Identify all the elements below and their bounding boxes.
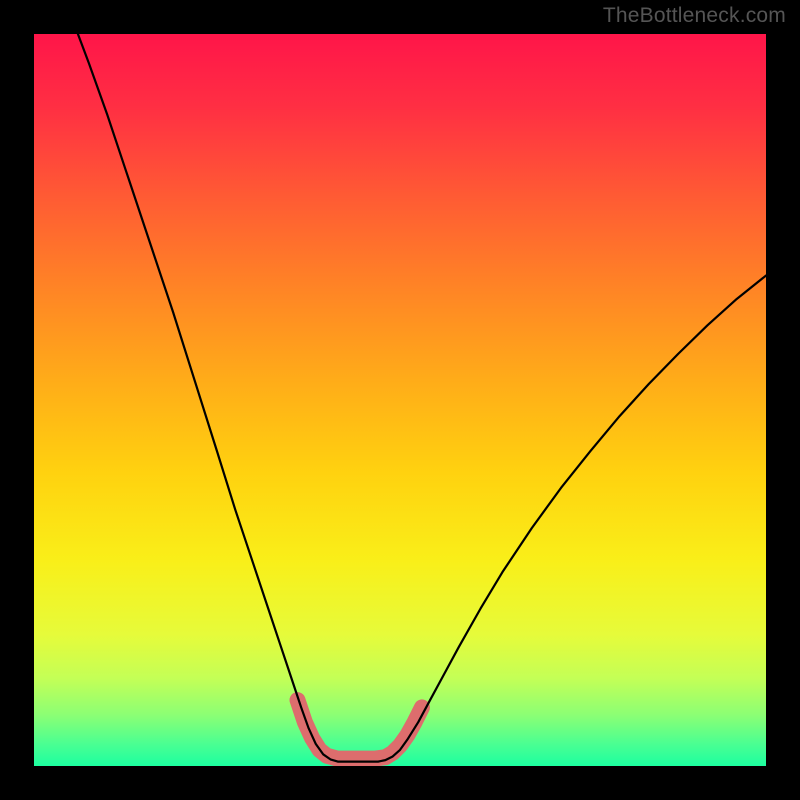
bottleneck-chart xyxy=(0,0,800,800)
plot-background xyxy=(34,34,766,766)
chart-frame: TheBottleneck.com xyxy=(0,0,800,800)
watermark-text: TheBottleneck.com xyxy=(603,4,786,28)
